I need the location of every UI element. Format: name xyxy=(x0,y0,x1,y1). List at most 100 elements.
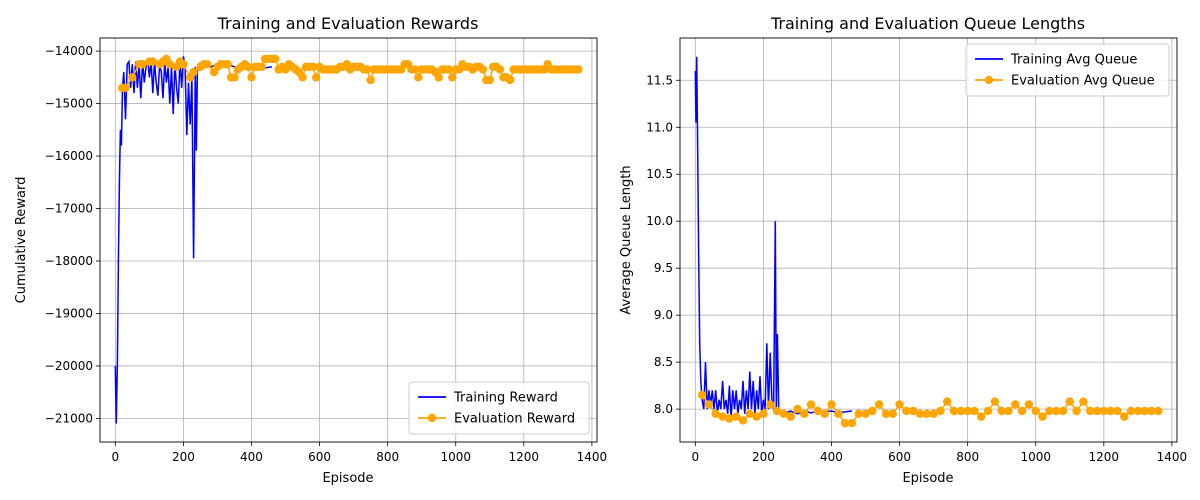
queue-evaluation-point xyxy=(806,400,816,409)
queue-evaluation-point xyxy=(895,400,904,409)
queue-x-tick-label: 400 xyxy=(820,450,843,464)
rewards-chart-ylabel: Cumulative Reward xyxy=(14,177,29,304)
queue-x-tick-label: 0 xyxy=(691,450,699,464)
rewards-evaluation-point xyxy=(495,65,505,74)
queue-evaluation-point xyxy=(997,406,1006,416)
queue-evaluation-point xyxy=(854,409,863,419)
queue-evaluation-point xyxy=(813,406,823,416)
rewards-evaluation-point xyxy=(478,65,488,74)
rewards-axes-frame xyxy=(99,37,598,443)
rewards-x-tick-label: 200 xyxy=(172,450,195,464)
rewards-x-tick-label: 1200 xyxy=(509,450,540,464)
rewards-evaluation-point xyxy=(138,60,147,69)
rewards-y-tick-label: −20000 xyxy=(45,359,93,373)
queue-evaluation-point xyxy=(1085,406,1095,416)
queue-y-tick-label: 10.0 xyxy=(646,214,673,228)
queue-evaluation-point xyxy=(772,406,782,416)
queue-evaluation-point xyxy=(793,404,802,414)
queue-evaluation-point xyxy=(1038,412,1047,421)
rewards-evaluation-point xyxy=(574,65,583,74)
rewards-y-tick-label: −19000 xyxy=(45,306,93,320)
queue-evaluation-point xyxy=(1092,406,1102,416)
queue-evaluation-point xyxy=(1154,406,1163,416)
queue-evaluation-point xyxy=(936,406,945,416)
queue-evaluation-point xyxy=(759,409,768,419)
queue-evaluation-point xyxy=(915,409,925,419)
queue-evaluation-point xyxy=(1140,406,1149,416)
queue-evaluation-point xyxy=(1133,406,1143,416)
queue-evaluation-point xyxy=(922,409,931,419)
queue-evaluation-point xyxy=(786,412,795,421)
rewards-y-tick-label: −15000 xyxy=(45,97,93,111)
queue-evaluation-point xyxy=(820,409,829,419)
queue-chart-ylabel: Average Queue Length xyxy=(619,165,634,314)
rewards-chart: Training and Evaluation Rewards Episode … xyxy=(14,14,607,486)
queue-evaluation-point xyxy=(725,414,734,423)
rewards-evaluation-point xyxy=(128,73,137,82)
queue-y-tick-label: 11.0 xyxy=(646,120,673,134)
queue-evaluation-point xyxy=(874,400,884,409)
rewards-evaluation-point xyxy=(243,62,253,72)
rewards-evaluation-point xyxy=(165,60,174,69)
rewards-evaluation-point xyxy=(223,60,232,69)
rewards-legend: Training Reward Evaluation Reward xyxy=(408,381,590,435)
queue-evaluation-point xyxy=(1017,406,1027,416)
queue-evaluation-point xyxy=(1024,400,1034,409)
queue-evaluation-point xyxy=(963,406,972,416)
queue-evaluation-point xyxy=(718,412,727,421)
queue-evaluation-point xyxy=(704,400,714,409)
rewards-evaluation-point xyxy=(366,75,375,85)
queue-evaluation-point xyxy=(731,412,741,421)
rewards-legend-box xyxy=(408,381,590,435)
queue-evaluation-point xyxy=(840,419,850,428)
queue-evaluation-point xyxy=(1045,406,1054,416)
queue-legend-marker xyxy=(984,75,994,85)
queue-y-tick-label: 8.5 xyxy=(654,355,673,369)
queue-evaluation-point xyxy=(956,406,966,416)
queue-evaluation-point xyxy=(970,406,979,416)
queue-evaluation-point xyxy=(1051,406,1061,416)
queue-evaluation-point xyxy=(929,409,938,419)
queue-evaluation-point xyxy=(977,412,986,421)
rewards-evaluation-point xyxy=(230,73,239,82)
queue-evaluation-point xyxy=(834,409,843,419)
rewards-evaluation-point xyxy=(189,67,198,77)
queue-evaluation-point xyxy=(908,406,918,416)
queue-y-tick-label: 9.5 xyxy=(654,261,673,275)
rewards-y-tick-label: −18000 xyxy=(45,254,93,268)
queue-x-tick-label: 1400 xyxy=(1157,450,1188,464)
queue-evaluation-point xyxy=(990,397,1000,406)
rewards-evaluation-point xyxy=(308,62,317,72)
rewards-x-tick-label: 400 xyxy=(240,450,263,464)
queue-evaluation-point xyxy=(1058,406,1068,416)
rewards-legend-label: Training Reward xyxy=(453,391,558,406)
rewards-evaluation-point xyxy=(121,83,130,93)
rewards-evaluation-point xyxy=(363,65,372,74)
rewards-y-tick-label: −17000 xyxy=(45,202,93,216)
rewards-x-tick-label: 1400 xyxy=(577,450,608,464)
queue-evaluation-point xyxy=(779,409,789,419)
rewards-y-tick-label: −16000 xyxy=(45,149,93,163)
queue-evaluation-point xyxy=(1031,406,1040,416)
rewards-evaluation-point xyxy=(414,73,423,82)
rewards-legend-label: Evaluation Reward xyxy=(454,412,575,427)
rewards-evaluation-point xyxy=(448,73,457,82)
queue-evaluation-point xyxy=(868,406,877,416)
rewards-chart-title: Training and Evaluation Rewards xyxy=(217,14,479,33)
queue-legend-box xyxy=(965,43,1170,97)
rewards-evaluation-point xyxy=(311,73,321,82)
queue-legend-label: Training Avg Queue xyxy=(1010,53,1137,68)
rewards-x-tick-label: 800 xyxy=(376,450,399,464)
queue-evaluation-point xyxy=(943,397,952,406)
rewards-evaluation-point xyxy=(444,65,454,74)
queue-evaluation-point xyxy=(1072,406,1081,416)
rewards-y-tick-label: −21000 xyxy=(45,411,93,425)
queue-y-tick-label: 9.0 xyxy=(654,308,673,322)
rewards-evaluation-point xyxy=(410,65,420,74)
rewards-evaluation-point xyxy=(257,62,266,72)
queue-x-tick-label: 200 xyxy=(752,450,775,464)
queue-y-tick-label: 10.5 xyxy=(646,167,673,181)
rewards-chart-xlabel: Episode xyxy=(322,471,373,486)
queue-y-tick-label: 11.5 xyxy=(646,73,673,87)
